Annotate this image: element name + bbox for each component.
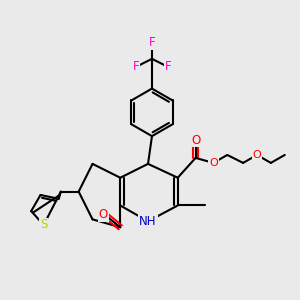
Text: O: O xyxy=(191,134,200,147)
Text: O: O xyxy=(253,150,261,160)
Text: NH: NH xyxy=(139,215,157,228)
Text: F: F xyxy=(133,60,140,73)
Text: O: O xyxy=(99,208,108,221)
Text: O: O xyxy=(209,158,218,168)
Text: S: S xyxy=(40,218,47,231)
Text: F: F xyxy=(149,37,155,50)
Text: F: F xyxy=(164,60,171,73)
